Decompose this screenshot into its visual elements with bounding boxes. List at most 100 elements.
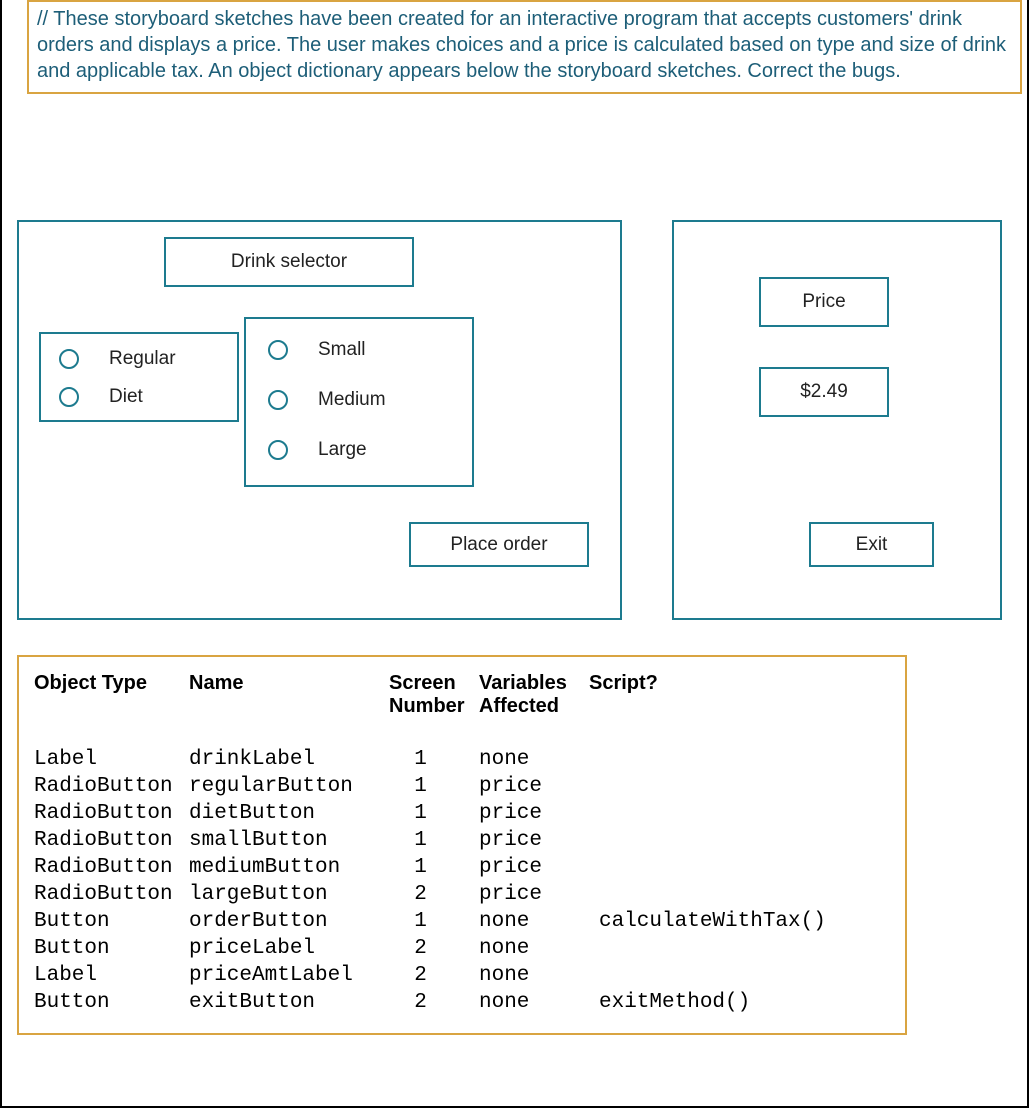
cell-screen-number: 1 [389,856,479,879]
cell-variables: price [479,856,599,879]
cell-object-type: RadioButton [34,856,189,879]
cell-script [599,964,890,987]
cell-name: drinkLabel [189,748,389,771]
screen-1: Drink selector Regular Diet Small [17,220,622,620]
place-order-label: Place order [450,534,547,556]
exit-button-label: Exit [856,534,888,556]
header-variables: Variables [479,672,589,695]
cell-variables: none [479,964,599,987]
table-row: ButtonpriceLabel 2none [34,937,890,960]
cell-script [599,748,890,771]
cell-variables: none [479,937,599,960]
header-affected: Affected [479,695,589,718]
exit-button[interactable]: Exit [809,522,934,567]
cell-screen-number: 2 [389,964,479,987]
radio-large[interactable]: Large [268,439,367,461]
drink-size-group: Small Medium Large [244,317,474,487]
cell-variables: price [479,883,599,906]
cell-screen-number: 2 [389,937,479,960]
cell-variables: none [479,991,599,1014]
radio-small[interactable]: Small [268,339,366,361]
cell-object-type: Button [34,991,189,1014]
radio-medium-label: Medium [318,389,386,411]
screen-2: Price $2.49 Exit [672,220,1002,620]
cell-variables: price [479,802,599,825]
cell-screen-number: 2 [389,883,479,906]
radio-small-label: Small [318,339,366,361]
table-row: ButtonorderButton 1nonecalculateWithTax(… [34,910,890,933]
dictionary-header: Object Type Name Screen Number Variables… [34,672,890,718]
table-row: LabelpriceAmtLabel 2none [34,964,890,987]
cell-object-type: RadioButton [34,802,189,825]
table-row: RadioButtondietButton 1price [34,802,890,825]
drink-selector-label: Drink selector [164,237,414,287]
cell-name: priceLabel [189,937,389,960]
cell-object-type: Label [34,964,189,987]
storyboard-area: Drink selector Regular Diet Small [17,220,1012,620]
radio-medium[interactable]: Medium [268,389,386,411]
cell-screen-number: 1 [389,748,479,771]
radio-icon [268,390,288,410]
cell-screen-number: 1 [389,829,479,852]
table-row: RadioButtonsmallButton 1price [34,829,890,852]
cell-name: largeButton [189,883,389,906]
cell-name: mediumButton [189,856,389,879]
radio-regular-label: Regular [109,348,176,370]
cell-script: exitMethod() [599,991,890,1014]
table-row: LabeldrinkLabel 1none [34,748,890,771]
cell-object-type: Button [34,910,189,933]
cell-object-type: Button [34,937,189,960]
radio-icon [268,440,288,460]
cell-name: exitButton [189,991,389,1014]
cell-variables: price [479,829,599,852]
price-amount-text: $2.49 [800,381,848,403]
cell-screen-number: 1 [389,775,479,798]
cell-script [599,856,890,879]
header-object-type: Object Type [34,672,189,718]
price-label-text: Price [802,291,845,313]
cell-script [599,937,890,960]
radio-icon [59,387,79,407]
instruction-box: // These storyboard sketches have been c… [27,0,1022,94]
header-variables-affected: Variables Affected [479,672,589,718]
cell-script [599,829,890,852]
table-row: RadioButtonlargeButton 2price [34,883,890,906]
cell-object-type: RadioButton [34,775,189,798]
cell-object-type: RadioButton [34,883,189,906]
cell-script [599,883,890,906]
cell-variables: price [479,775,599,798]
cell-script [599,802,890,825]
cell-screen-number: 1 [389,910,479,933]
cell-screen-number: 2 [389,991,479,1014]
cell-variables: none [479,910,599,933]
radio-diet[interactable]: Diet [59,386,143,408]
cell-script: calculateWithTax() [599,910,890,933]
cell-name: dietButton [189,802,389,825]
price-label: Price [759,277,889,327]
radio-icon [268,340,288,360]
cell-name: priceAmtLabel [189,964,389,987]
cell-name: regularButton [189,775,389,798]
page-container: // These storyboard sketches have been c… [0,0,1029,1108]
table-row: ButtonexitButton 2noneexitMethod() [34,991,890,1014]
radio-diet-label: Diet [109,386,143,408]
header-script: Script? [589,672,890,718]
drink-selector-text: Drink selector [231,251,347,273]
cell-name: smallButton [189,829,389,852]
dictionary-rows: LabeldrinkLabel 1noneRadioButtonregularB… [34,748,890,1014]
header-name: Name [189,672,389,718]
header-screen-number: Screen Number [389,672,479,718]
object-dictionary: Object Type Name Screen Number Variables… [17,655,907,1035]
price-amount-label: $2.49 [759,367,889,417]
cell-variables: none [479,748,599,771]
radio-large-label: Large [318,439,367,461]
header-screen: Screen [389,672,479,695]
place-order-button[interactable]: Place order [409,522,589,567]
cell-script [599,775,890,798]
radio-regular[interactable]: Regular [59,348,176,370]
instruction-text: // These storyboard sketches have been c… [37,8,1006,82]
header-number: Number [389,695,479,718]
radio-icon [59,349,79,369]
cell-name: orderButton [189,910,389,933]
cell-object-type: Label [34,748,189,771]
